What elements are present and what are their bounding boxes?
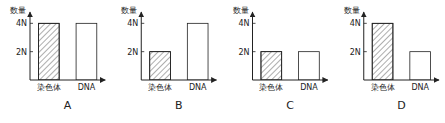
- panel: 染色体 DNA 2N 4N 数量 C: [233, 6, 328, 112]
- bar: [372, 23, 393, 80]
- panel-label: C: [286, 99, 294, 112]
- x-tick-label: 染色体: [37, 83, 61, 92]
- panel-label: D: [397, 99, 405, 112]
- x-tick-label: 染色体: [259, 83, 283, 92]
- bar-hatch: [261, 52, 282, 80]
- x-tick-label: DNA: [300, 83, 318, 92]
- bars: [261, 52, 319, 80]
- y-tick-label: 2N: [127, 48, 138, 57]
- y-label: 数量: [233, 6, 249, 15]
- panel: 染色体 DNA 2N 4N 数量 D: [344, 6, 439, 112]
- y-tick: [141, 23, 144, 24]
- y-tick-label: 4N: [16, 19, 27, 28]
- x-axis: [253, 80, 328, 81]
- bar: [261, 52, 282, 80]
- y-axis: [252, 12, 253, 80]
- panel: 染色体 DNA 2N 4N 数量 B: [121, 6, 216, 112]
- bar: [76, 23, 97, 80]
- y-axis: [363, 12, 364, 80]
- bar: [299, 52, 320, 80]
- y-tick-label: 4N: [350, 19, 361, 28]
- x-tick-label: 染色体: [371, 83, 395, 92]
- figure: 染色体DNA2N4N数量A染色体DNA2N4N数量B染色体DNA2N4N数量C染…: [0, 0, 445, 123]
- x-tick-label: 染色体: [148, 83, 172, 92]
- bars: [150, 23, 208, 80]
- panel: 染色体 DNA 2N 4N 数量 A: [10, 6, 105, 112]
- x-tick-label: DNA: [411, 83, 429, 92]
- x-axis: [141, 80, 216, 81]
- panel-label: B: [175, 99, 183, 112]
- y-tick-label: 4N: [127, 19, 138, 28]
- x-tick-label: DNA: [78, 83, 96, 92]
- bar: [410, 52, 431, 80]
- x-axis: [364, 80, 439, 81]
- y-axis: [30, 12, 31, 80]
- y-tick-label: 2N: [16, 48, 27, 57]
- y-tick-label: 2N: [238, 48, 249, 57]
- bar: [187, 23, 208, 80]
- bar-hatch: [38, 23, 59, 80]
- bars: [372, 23, 430, 80]
- y-label: 数量: [10, 6, 26, 15]
- y-tick-label: 4N: [238, 19, 249, 28]
- y-label: 数量: [344, 6, 360, 15]
- y-label: 数量: [121, 6, 137, 15]
- bar: [150, 52, 171, 80]
- y-tick-label: 2N: [350, 48, 361, 57]
- bar-hatch: [372, 23, 393, 80]
- y-tick: [30, 23, 33, 24]
- x-tick-label: DNA: [189, 83, 207, 92]
- bar-hatch: [150, 52, 171, 80]
- y-axis: [141, 12, 142, 80]
- y-tick: [253, 51, 256, 52]
- y-tick: [364, 23, 367, 24]
- bar: [38, 23, 59, 80]
- x-axis: [30, 80, 105, 81]
- panel-label: A: [64, 99, 72, 112]
- y-tick: [141, 51, 144, 52]
- y-tick: [364, 51, 367, 52]
- y-tick: [253, 23, 256, 24]
- y-tick: [30, 51, 33, 52]
- bars: [38, 23, 96, 80]
